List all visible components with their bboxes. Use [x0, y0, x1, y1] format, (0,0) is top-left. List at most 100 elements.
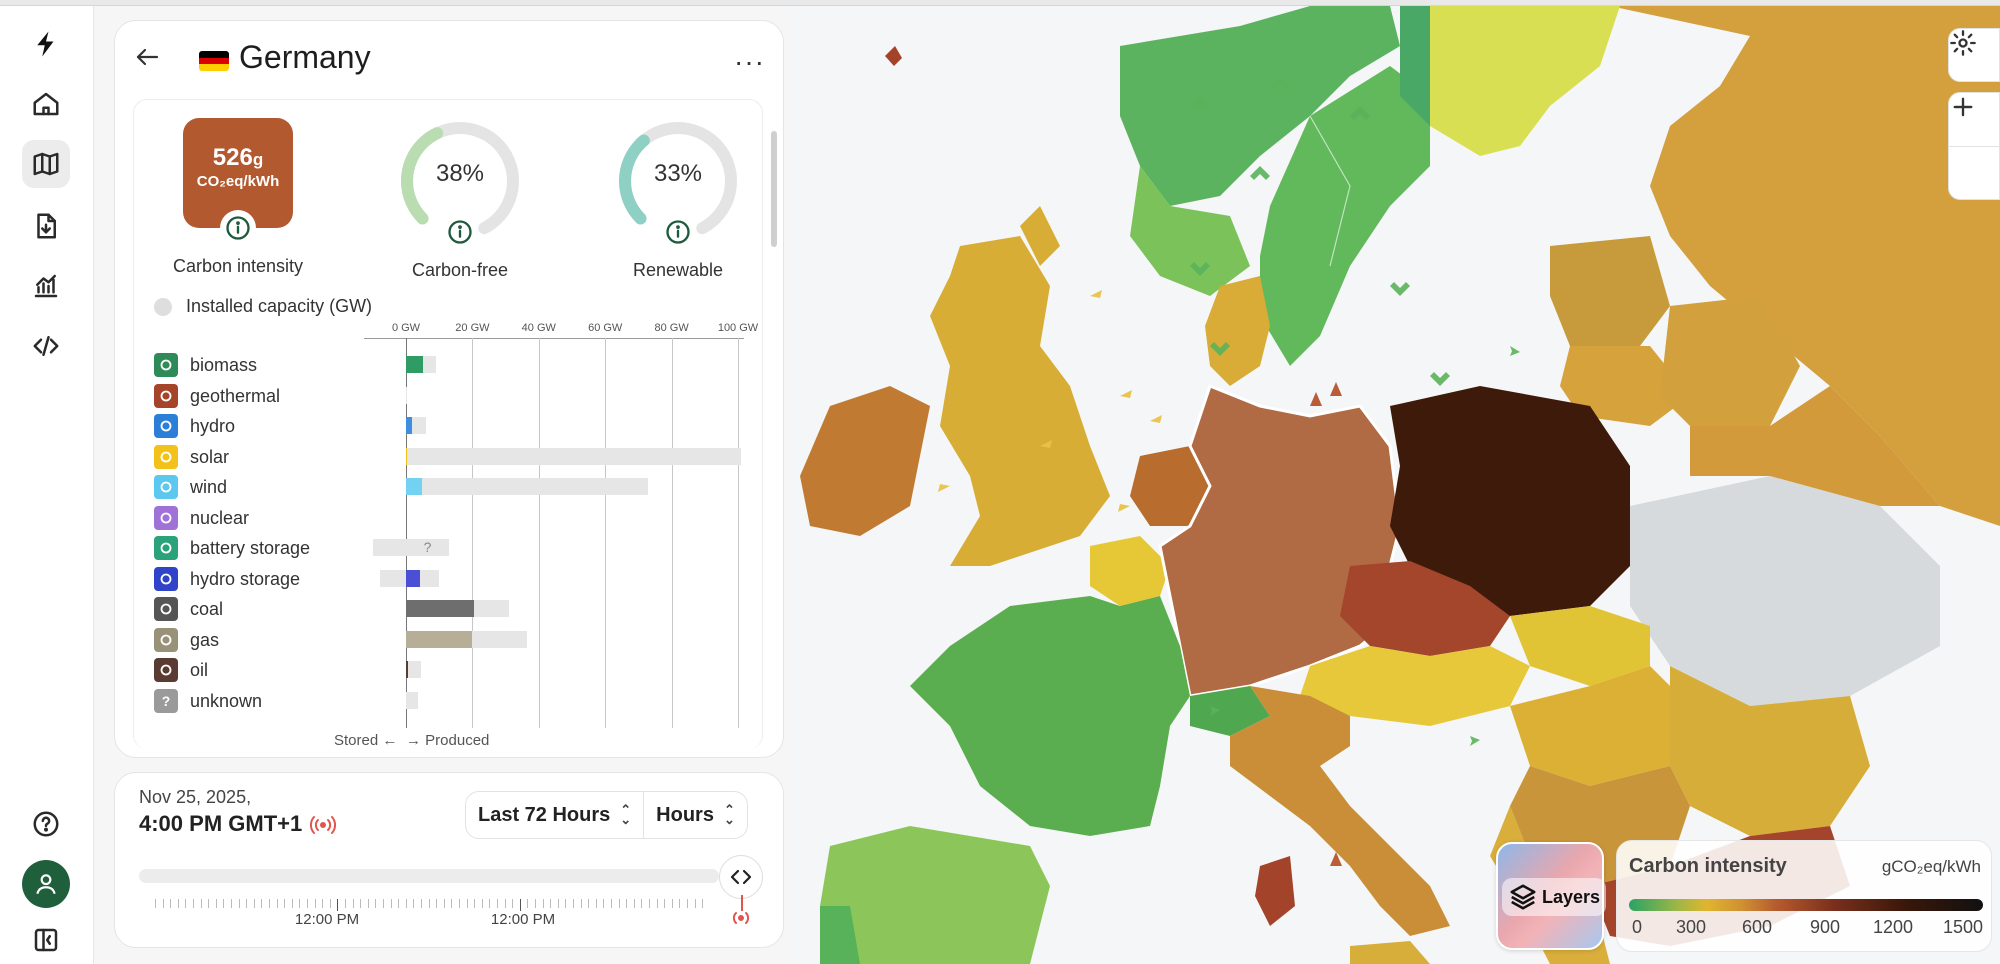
time-tick — [565, 899, 567, 908]
time-tick — [557, 899, 559, 908]
code-api-icon[interactable] — [22, 322, 70, 370]
storage-capacity-bar — [372, 539, 406, 556]
account-avatar[interactable] — [22, 860, 70, 908]
map-icon[interactable] — [22, 140, 70, 188]
production-bar[interactable] — [406, 661, 408, 678]
zoom-out-icon[interactable] — [1948, 105, 2000, 199]
time-tick — [360, 899, 362, 908]
time-tick — [527, 899, 529, 908]
collapse-sidebar-icon[interactable] — [22, 916, 70, 964]
installed-capacity-toggle[interactable]: Installed capacity (GW) — [154, 296, 372, 317]
time-tick — [588, 899, 590, 908]
time-tick-label: 12:00 PM — [490, 911, 556, 928]
info-icon[interactable] — [442, 214, 478, 250]
zoom-controls — [1948, 92, 2000, 200]
legend-tick: 300 — [1675, 917, 1707, 937]
time-tick — [322, 899, 324, 908]
layers-button[interactable]: Layers — [1496, 842, 1607, 950]
home-icon[interactable] — [22, 80, 70, 128]
left-nav-rail — [0, 6, 94, 964]
legend-tick: 600 — [1741, 917, 1773, 937]
production-bar[interactable] — [406, 630, 473, 648]
map-settings-icon[interactable] — [1948, 28, 2000, 82]
time-tick — [679, 899, 681, 908]
chevron-updown-icon: ⌃ ⌄ — [723, 802, 735, 827]
time-tick — [466, 899, 468, 908]
time-tick — [314, 899, 316, 908]
legend-unit: gCO₂eq/kWh — [1881, 857, 1981, 876]
chevron-updown-icon: ⌃ ⌄ — [620, 802, 632, 827]
time-tick — [512, 899, 514, 908]
back-arrow-icon[interactable] — [129, 39, 165, 75]
time-tick — [390, 899, 392, 908]
time-tick — [375, 899, 377, 908]
time-tick — [170, 899, 172, 908]
time-tick — [671, 899, 673, 908]
time-tick — [474, 899, 476, 908]
legend-tick: 1200 — [1872, 917, 1914, 937]
time-tick — [580, 899, 582, 908]
analytics-chart-icon[interactable] — [22, 262, 70, 310]
source-label: gas — [190, 629, 220, 650]
source-label: unknown — [190, 690, 263, 711]
help-icon[interactable] — [22, 800, 70, 848]
production-bar[interactable] — [406, 478, 423, 495]
x-axis-line — [364, 338, 744, 339]
europe-map-svg[interactable] — [790, 6, 2000, 964]
time-tick — [405, 899, 407, 908]
production-bar[interactable] — [406, 417, 412, 434]
hydro-icon — [154, 414, 178, 438]
download-file-icon[interactable] — [22, 202, 70, 250]
time-tick — [489, 899, 491, 908]
legend-tick: 0 — [1631, 917, 1643, 937]
time-tick — [413, 899, 415, 908]
time-tick — [238, 899, 240, 908]
carbon-free-label: Carbon-free — [411, 260, 509, 280]
time-tick-label: 12:00 PM — [294, 911, 360, 928]
installed-capacity-label: Installed capacity (GW) — [186, 296, 373, 316]
more-options-icon[interactable]: ··· — [734, 46, 765, 77]
time-tick — [603, 899, 605, 908]
time-tick — [253, 899, 255, 908]
source-label: hydro — [190, 416, 236, 436]
time-slider-track[interactable] — [139, 869, 719, 883]
zone-content: 526g CO₂eq/kWh Carbon intensity 38% Carb… — [133, 99, 763, 749]
carbon-intensity-metric: 526g CO₂eq/kWh Carbon intensity — [148, 118, 328, 277]
renewable-label: Renewable — [632, 260, 724, 280]
production-bar[interactable] — [406, 447, 408, 465]
x-tick-label: 60 GW — [588, 322, 623, 334]
time-tick — [519, 899, 521, 911]
renewable-gauge: 33% — [615, 118, 741, 244]
time-tick — [443, 899, 445, 908]
time-tick — [428, 899, 430, 908]
gas-icon — [154, 627, 178, 652]
time-tick — [656, 899, 658, 908]
time-range-select[interactable]: Last 72 Hours ⌃ ⌄ — [478, 802, 632, 827]
source-label: oil — [190, 660, 209, 680]
granularity-select[interactable]: Hours ⌃ ⌄ — [643, 792, 747, 838]
logo-bolt-icon[interactable] — [22, 20, 70, 68]
layers-icon — [1510, 884, 1536, 910]
panel-scrollbar[interactable] — [771, 131, 777, 247]
info-icon[interactable] — [660, 214, 696, 250]
production-bar[interactable] — [406, 356, 424, 373]
source-label: biomass — [190, 355, 258, 375]
capacity-bar: ? — [406, 539, 450, 556]
zone-title: Germany — [239, 39, 371, 75]
legend-tick: 900 — [1809, 917, 1841, 937]
carbon-intensity-legend: Carbon intensity gCO₂eq/kWh 0 300 600 90… — [1616, 840, 1992, 952]
hydro-storage-icon — [154, 566, 178, 591]
slider-handle-button[interactable] — [719, 855, 763, 899]
time-tick — [193, 899, 194, 908]
time-tick — [200, 899, 202, 908]
source-label: geothermal — [190, 385, 281, 406]
time-tick — [626, 899, 628, 908]
production-bar[interactable] — [406, 569, 421, 587]
info-icon[interactable] — [220, 210, 256, 246]
carbon-map[interactable] — [790, 6, 2000, 964]
time-tick — [345, 899, 346, 908]
time-tick — [208, 899, 210, 908]
time-tick — [421, 899, 422, 908]
toggle-radio[interactable] — [154, 297, 172, 316]
production-bar[interactable] — [406, 600, 475, 617]
